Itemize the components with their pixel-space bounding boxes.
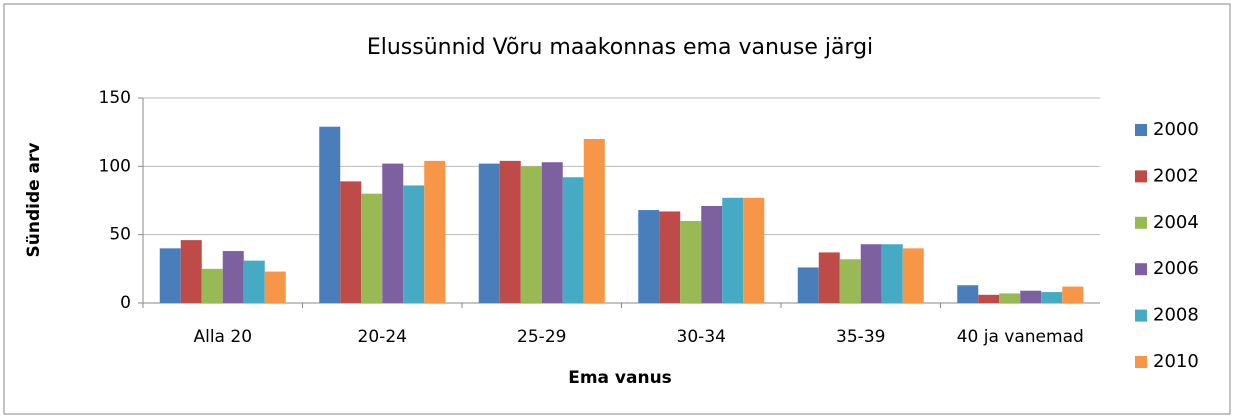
bar	[159, 248, 181, 303]
bar	[797, 267, 819, 303]
chart-border	[3, 3, 1231, 415]
chart-title: Elussünnid Võru maakonnas ema vanuse jär…	[367, 35, 873, 60]
bar	[382, 163, 404, 303]
x-tick-label: 20-24	[358, 327, 407, 347]
y-axis-label: Sündide arv	[24, 143, 44, 258]
legend-swatch	[1135, 216, 1147, 229]
bar	[520, 166, 542, 303]
bar	[701, 205, 723, 303]
x-axis-label: Ema vanus	[568, 368, 672, 388]
bar	[264, 271, 286, 303]
x-tick-label: Alla 20	[193, 327, 252, 347]
bar	[860, 244, 882, 303]
bar	[340, 181, 362, 303]
bar	[201, 268, 223, 303]
x-tick-label: 35-39	[836, 327, 885, 347]
bar	[1041, 292, 1063, 303]
bar	[1020, 290, 1042, 303]
bar	[1062, 286, 1084, 303]
x-tick-label: 40 ja vanemad	[957, 327, 1084, 347]
legend-label: 2000	[1153, 119, 1199, 140]
x-tick-label: 30-34	[677, 327, 726, 347]
legend-swatch	[1135, 170, 1147, 183]
bar	[659, 211, 681, 303]
bar	[722, 197, 744, 303]
bar	[243, 260, 265, 303]
bar	[361, 193, 383, 303]
bar	[818, 252, 840, 303]
bar	[583, 139, 605, 303]
bar	[180, 240, 202, 303]
y-tick-label: 100	[99, 156, 131, 176]
legend-swatch	[1135, 356, 1147, 368]
y-tick-label: 50	[109, 225, 131, 245]
bar	[957, 285, 979, 303]
legend-label: 2010	[1153, 351, 1199, 372]
legend-label: 2008	[1153, 305, 1199, 326]
legend-swatch	[1135, 263, 1147, 276]
bar	[978, 294, 1000, 303]
y-tick-label: 0	[120, 293, 131, 313]
bar	[743, 197, 765, 303]
x-tick-label: 25-29	[517, 327, 566, 347]
legend-label: 2004	[1153, 212, 1199, 233]
bar	[424, 160, 446, 303]
bar	[902, 248, 924, 303]
legend-label: 2002	[1153, 165, 1199, 186]
bar	[541, 162, 563, 303]
bar	[638, 210, 660, 303]
legend-label: 2006	[1153, 258, 1199, 279]
bar	[499, 160, 521, 303]
bar	[680, 221, 702, 303]
bar	[839, 259, 861, 303]
bar	[222, 251, 244, 303]
bar	[562, 177, 584, 303]
legend-swatch	[1135, 309, 1147, 322]
bar	[319, 126, 341, 303]
bar	[478, 163, 500, 303]
bar	[881, 244, 903, 303]
y-tick-label: 150	[99, 88, 131, 108]
bar	[999, 293, 1021, 303]
legend-swatch	[1135, 124, 1147, 136]
bar	[403, 185, 425, 303]
